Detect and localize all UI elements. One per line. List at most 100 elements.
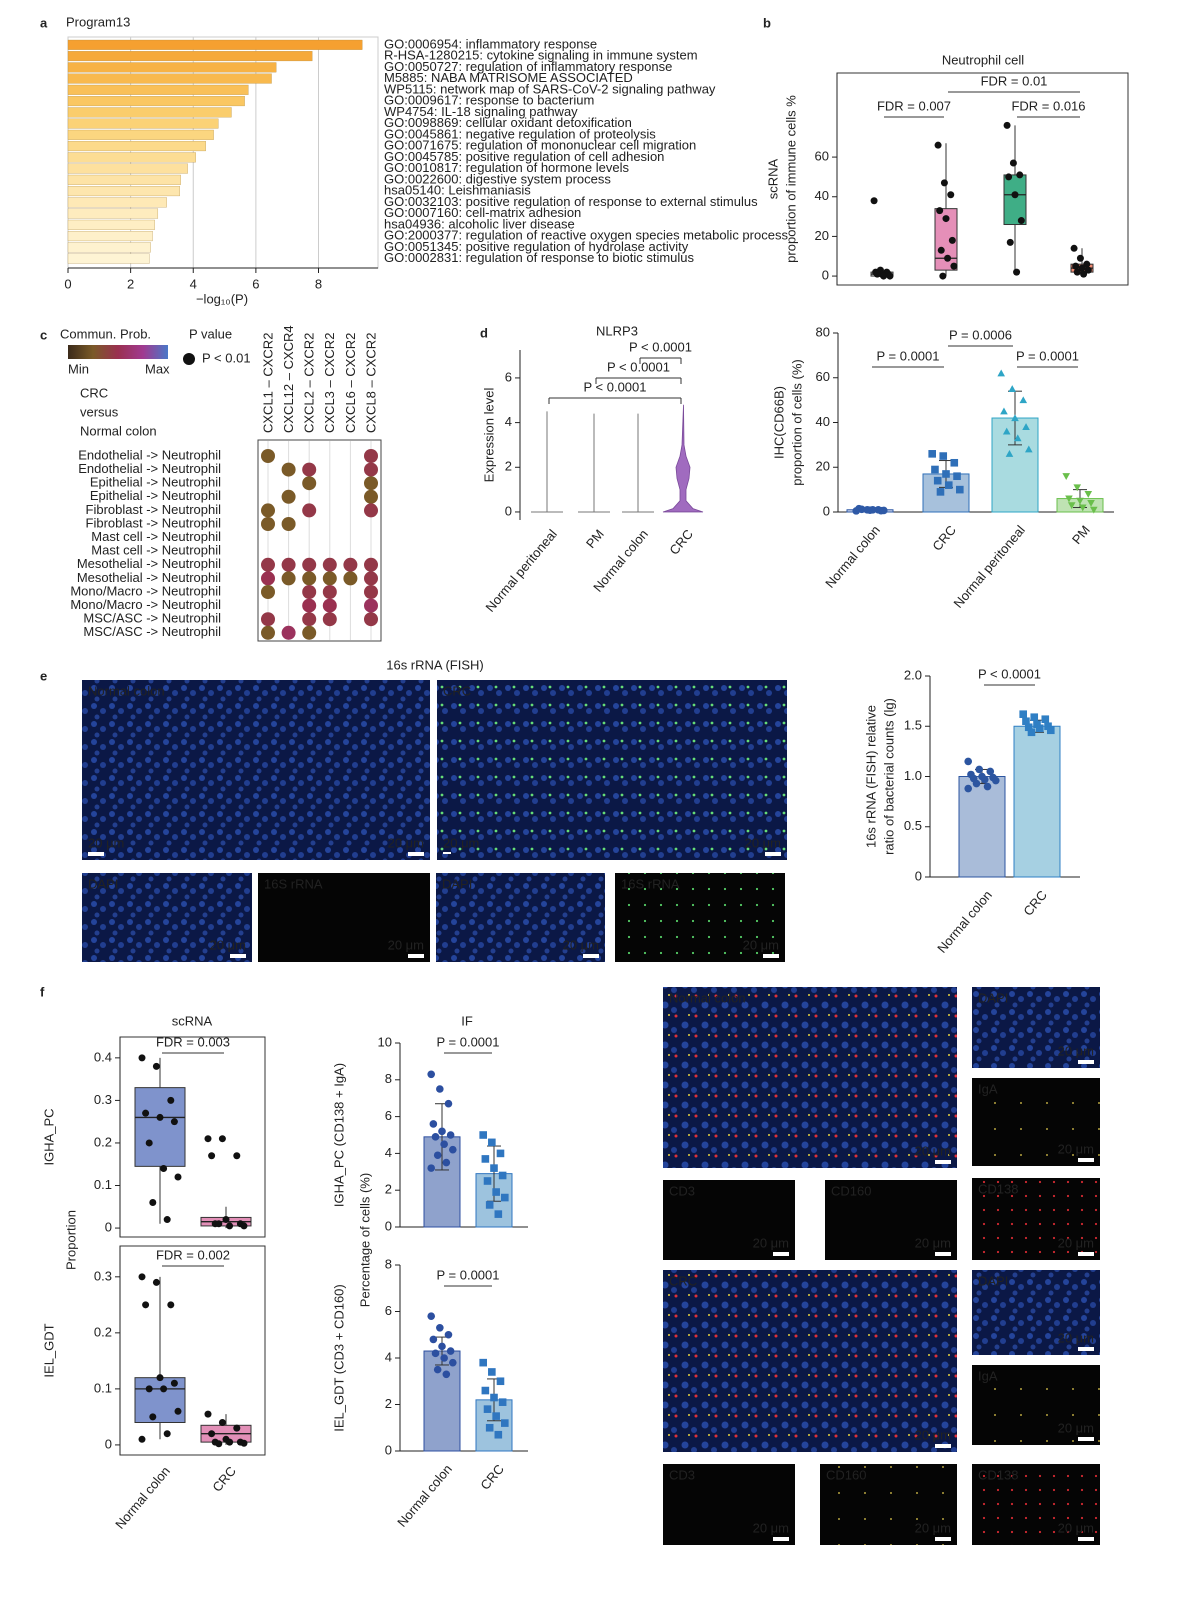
data-point [944, 481, 953, 489]
y-tick-label: 20 [816, 459, 830, 474]
scale-label: 20 μm [915, 1235, 951, 1250]
annotation: FDR = 0.002 [156, 1247, 230, 1262]
scale-label: 20 μm [1058, 1141, 1094, 1156]
data-point [485, 1201, 494, 1209]
dot [261, 612, 275, 627]
row-label: Fibroblast -> Neutrophil [86, 502, 222, 517]
y-tick-label: 2 [385, 1182, 392, 1197]
box [1003, 174, 1027, 226]
y-axis-label: IEL_GDT (CD3 + CD160) [331, 1284, 346, 1432]
scale-label: 20 μm [1058, 1043, 1094, 1058]
y-tick-label: 0 [385, 1442, 392, 1457]
category-label: GO:0071675: regulation of mononuclear ce… [384, 138, 696, 153]
scale-bar [1078, 1158, 1094, 1162]
data-point [483, 1405, 492, 1413]
scale-bar [1078, 1347, 1094, 1351]
data-point [1044, 722, 1052, 731]
dot [302, 612, 317, 627]
micrograph [972, 1270, 1100, 1355]
x-tick-label: PM [1069, 522, 1093, 547]
image-label: CRC [669, 1273, 697, 1288]
panel-letter: d [480, 325, 488, 340]
bar [67, 186, 180, 197]
row-label: Mast cell -> Neutrophil [91, 529, 221, 544]
legend-colorbar [68, 345, 168, 359]
data-point [156, 1113, 164, 1121]
dot [322, 557, 337, 572]
bar [67, 208, 159, 219]
data-point [1078, 504, 1087, 512]
data-point [436, 1323, 444, 1332]
scale-bar [583, 954, 599, 958]
data-point [488, 1138, 496, 1147]
bar [67, 141, 206, 152]
y-tick-label: 6 [385, 1108, 392, 1123]
dot [261, 503, 275, 518]
y-tick-label: 4 [505, 414, 512, 429]
data-point [222, 1216, 230, 1224]
data-point [163, 1216, 171, 1224]
data-point [226, 1438, 234, 1446]
micrograph [663, 987, 957, 1168]
data-point [1002, 427, 1011, 435]
y-tick-label: 0 [505, 503, 512, 518]
data-point [152, 1278, 160, 1286]
scale-label: 20 μm [388, 937, 424, 952]
y-axis-label: IEL_GDT [41, 1323, 56, 1377]
data-point [431, 1133, 440, 1141]
data-point [1073, 484, 1082, 492]
annotation: FDR = 0.016 [1011, 98, 1085, 113]
data-point [1065, 495, 1073, 503]
micrograph [825, 1180, 957, 1260]
data-point [934, 141, 942, 149]
data-point [1006, 238, 1014, 246]
y-tick-label: 60 [816, 369, 830, 384]
dot [364, 462, 378, 477]
data-point [167, 1096, 175, 1104]
x-tick-label: CRC [666, 526, 696, 557]
annotation: P < 0.0001 [978, 666, 1041, 681]
bar [1013, 725, 1061, 878]
x-tick-label: 4 [190, 276, 197, 291]
data-point [1017, 217, 1025, 225]
scale-label: 20 μm [1058, 1330, 1094, 1345]
dot [281, 517, 296, 531]
data-point [440, 1354, 448, 1362]
data-point [1033, 720, 1041, 729]
data-point [438, 1342, 446, 1351]
scale-bar [773, 1537, 789, 1541]
data-point [446, 1131, 455, 1139]
bar [67, 253, 150, 264]
data-point [1087, 500, 1095, 507]
x-tick-label: CRC [929, 522, 959, 553]
dot [302, 503, 317, 518]
dot [281, 489, 296, 504]
data-point [1022, 717, 1030, 726]
y-tick-label: 40 [815, 188, 829, 203]
data-point [983, 782, 992, 791]
data-point [167, 1301, 175, 1309]
bar [67, 242, 151, 253]
data-point [1062, 473, 1070, 480]
data-point [498, 1171, 507, 1180]
box [134, 1377, 186, 1424]
y-tick-label: 0.2 [94, 1324, 112, 1339]
data-point [1080, 270, 1088, 278]
data-point [483, 1177, 492, 1185]
panel-letter: e [40, 668, 47, 683]
scale-bar [763, 954, 779, 958]
data-point [1005, 173, 1013, 181]
y-axis-label: Percentage of cells (%) [357, 1173, 372, 1307]
data-point [481, 1155, 490, 1163]
category-label: GO:0022600: digestive system process [384, 171, 611, 186]
scale-label: 20 μm [743, 937, 779, 952]
category-label: hsa05140: Leishmaniasis [384, 183, 531, 198]
row-label: Endothelial -> Neutrophil [78, 447, 221, 462]
image-label: CD3 [669, 1183, 695, 1198]
data-point [873, 270, 881, 278]
chart-title: Program13 [66, 14, 130, 29]
dot [281, 625, 296, 640]
row-label: Epithelial -> Neutrophil [90, 488, 221, 503]
y-tick-label: 0.5 [904, 818, 922, 833]
image-label: CD138 [978, 1181, 1018, 1196]
